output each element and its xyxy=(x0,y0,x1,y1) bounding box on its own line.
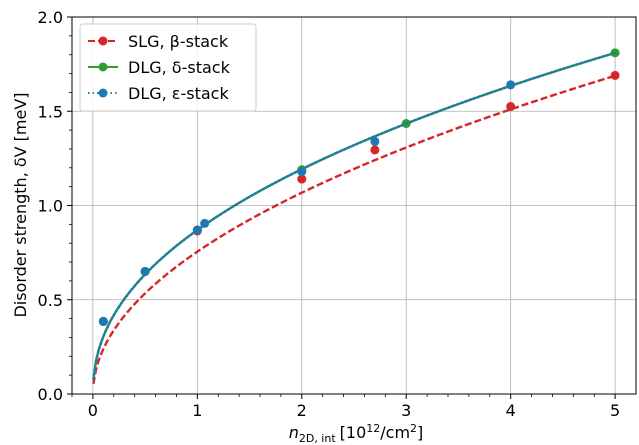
x-tick-label-4: 4 xyxy=(506,401,516,420)
series-0-point-5 xyxy=(506,102,516,112)
legend-marker-0 xyxy=(98,36,108,46)
series-0-point-4 xyxy=(370,145,380,155)
y-axis-label: Disorder strength, δV [meV] xyxy=(11,92,30,317)
series-0-point-3 xyxy=(297,174,307,184)
y-tick-label-1: 0.5 xyxy=(38,291,63,310)
legend: SLG, β-stack DLG, δ-stack DLG, ε-stack xyxy=(79,23,257,112)
legend-box xyxy=(79,23,257,112)
x-axis-label-subscript: 2D, int xyxy=(299,432,336,445)
series-2-point-6 xyxy=(506,80,516,90)
x-tick-label-1: 1 xyxy=(192,401,202,420)
legend-marker-2 xyxy=(98,88,108,98)
series-2-point-5 xyxy=(370,136,380,146)
series-2-point-0 xyxy=(98,316,108,326)
series-2-point-4 xyxy=(297,167,307,177)
legend-label-1: DLG, δ-stack xyxy=(128,58,231,77)
x-axis-label-units: [10 xyxy=(340,423,367,442)
series-0-point-6 xyxy=(610,70,620,80)
y-tick-label-2: 1.0 xyxy=(38,197,63,216)
x-tick-label-5: 5 xyxy=(610,401,620,420)
series-2-point-1 xyxy=(140,266,150,276)
series-2-point-3 xyxy=(200,218,210,228)
legend-label-0: SLG, β-stack xyxy=(128,32,229,51)
x-axis-label-exponent-2: 2 xyxy=(410,422,417,435)
tick-layer: 0 1 2 3 4 5 0.0 0.5 1.0 1.5 2.0 xyxy=(38,8,621,420)
legend-marker-1 xyxy=(98,62,108,72)
legend-label-2: DLG, ε-stack xyxy=(128,84,229,103)
x-axis-label-exponent: 12 xyxy=(366,422,380,435)
x-tick-label-2: 2 xyxy=(297,401,307,420)
series-layer xyxy=(92,48,620,385)
series-0-line xyxy=(92,74,616,385)
x-axis-label-units-end: /cm xyxy=(380,423,410,442)
x-axis-label-symbol: n xyxy=(289,423,299,442)
x-axis-label: n2D, int [1012/cm2] xyxy=(289,422,424,445)
y-tick-label-4: 2.0 xyxy=(38,8,63,27)
series-2-point-2 xyxy=(192,225,202,235)
x-axis-label-close: ] xyxy=(417,423,423,442)
y-tick-label-3: 1.5 xyxy=(38,102,63,121)
x-tick-label-0: 0 xyxy=(88,401,98,420)
series-2-line xyxy=(92,51,617,381)
y-tick-label-0: 0.0 xyxy=(38,385,63,404)
x-tick-label-3: 3 xyxy=(401,401,411,420)
